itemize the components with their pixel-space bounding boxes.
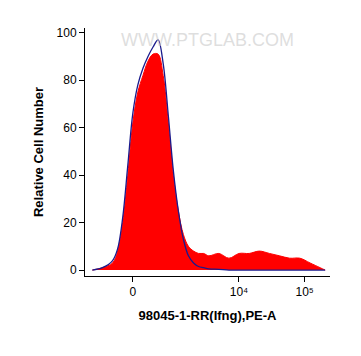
svg-text:0: 0: [129, 285, 136, 299]
svg-text:40: 40: [63, 168, 77, 182]
svg-text:WWW.PTGLAB.COM: WWW.PTGLAB.COM: [121, 30, 294, 50]
svg-text:80: 80: [63, 73, 77, 87]
svg-text:0: 0: [70, 263, 77, 277]
svg-text:20: 20: [63, 216, 77, 230]
svg-text:60: 60: [63, 121, 77, 135]
svg-text:Relative Cell Number: Relative Cell Number: [31, 87, 46, 217]
svg-text:10⁵: 10⁵: [295, 285, 313, 299]
svg-text:98045-1-RR(Ifng),PE-A: 98045-1-RR(Ifng),PE-A: [139, 308, 278, 323]
svg-text:100: 100: [57, 26, 77, 40]
svg-text:10⁴: 10⁴: [230, 285, 249, 299]
